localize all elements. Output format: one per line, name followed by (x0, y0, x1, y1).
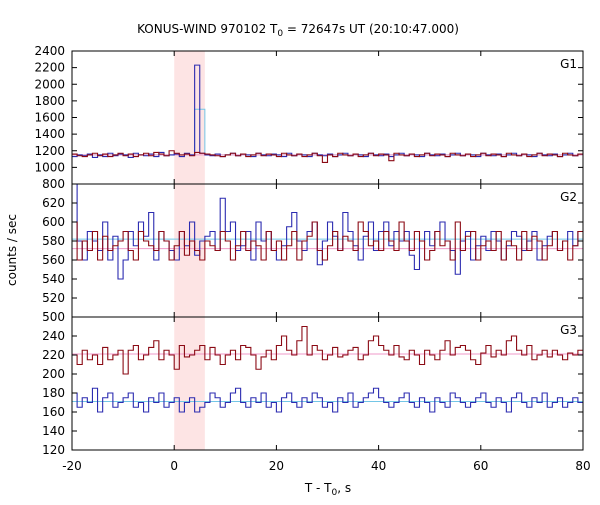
y-tick-label: 2400 (34, 44, 65, 58)
series-counts-dark-blue (72, 184, 583, 280)
x-axis-label: T - T0, s (304, 481, 351, 498)
y-tick-label: 520 (42, 291, 65, 305)
series-background-light-blue (72, 108, 583, 156)
y-tick-label: 1800 (34, 94, 65, 108)
y-tick-label: 560 (42, 253, 65, 267)
y-tick-label: 580 (42, 234, 65, 248)
x-tick-label: 0 (170, 459, 178, 473)
y-tick-label: 2000 (34, 77, 65, 91)
y-tick-label: 1600 (34, 111, 65, 125)
panel-g3: 120 140 160 180 200 220 240 G3 (42, 316, 584, 457)
panels: 800 1000 1200 1400 1600 1800 2000 2200 2400 G1 500… (34, 44, 584, 457)
y-tick-label: 180 (42, 386, 65, 400)
x-tick-label: 80 (575, 459, 590, 473)
chart-title: KONUS-WIND 970102 T0 = 72647s UT (20:10:… (137, 22, 459, 39)
panel-label: G2 (560, 190, 577, 204)
panel-frame (71, 50, 584, 185)
y-tick-label: 540 (42, 272, 65, 286)
x-axis-label-subscript: 0 (332, 488, 338, 498)
x-tick-label: 20 (269, 459, 284, 473)
y-tick-label: 620 (42, 196, 65, 210)
x-axis-label-rest: , s (337, 481, 351, 495)
panel-label: G1 (560, 57, 577, 71)
x-tick-label: 60 (473, 459, 488, 473)
y-tick-label: 2200 (34, 61, 65, 75)
series-counts-dark-red (72, 325, 583, 375)
x-tick-label: -20 (62, 459, 82, 473)
y-tick-label: 220 (42, 348, 65, 362)
y-tick-label: 200 (42, 367, 65, 381)
series-counts-dark-red (72, 221, 583, 261)
x-axis-ticks: -20 0 20 40 60 80 (62, 459, 590, 473)
panel-g1: 800 1000 1200 1400 1600 1800 2000 2200 2400 G1 (34, 44, 584, 191)
panel-frame (71, 316, 584, 451)
title-rest: = 72647s UT (20:10:47.000) (283, 22, 459, 36)
y-tick-label: 160 (42, 405, 65, 419)
svg-text:KONUS-WIND 970102 T0 = 72647s: KONUS-WIND 970102 T0 = 72647s UT (20:10:… (137, 22, 459, 39)
y-tick-label: 1200 (34, 144, 65, 158)
y-tick-label: 1000 (34, 160, 65, 174)
series-counts-dark-blue (72, 64, 583, 158)
highlight-band (174, 317, 205, 450)
y-tick-label: 140 (42, 424, 65, 438)
title-main: KONUS-WIND 970102 T (137, 22, 278, 36)
panel-label: G3 (560, 323, 577, 337)
y-tick-label: 600 (42, 215, 65, 229)
y-tick-label: 800 (42, 177, 65, 191)
y-tick-label: 500 (42, 310, 65, 324)
series-counts-dark-red (72, 150, 583, 163)
y-tick-label: 120 (42, 443, 65, 457)
title-subscript: 0 (277, 29, 283, 39)
series-counts-dark-blue (72, 387, 583, 413)
y-axis-label: counts / sec (5, 214, 19, 286)
x-axis-label-main: T - T (304, 481, 332, 495)
x-tick-label: 40 (371, 459, 386, 473)
y-tick-label: 1400 (34, 127, 65, 141)
panel-g2: 500 520 540 560 580 600 620 G2 (42, 183, 584, 324)
y-tick-label: 240 (42, 329, 65, 343)
